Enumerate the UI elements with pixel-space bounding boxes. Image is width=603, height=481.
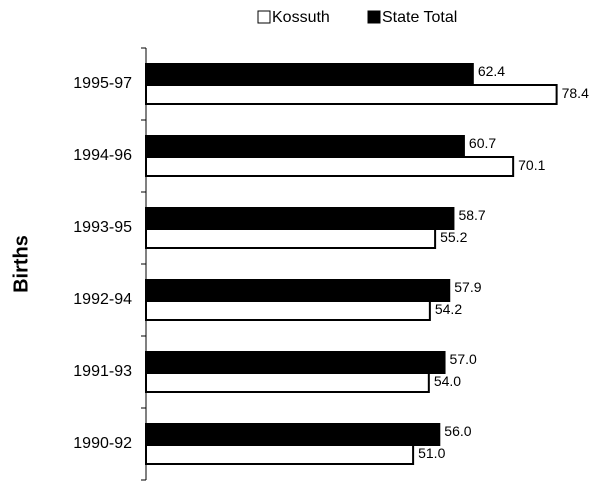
bar [145,156,515,177]
bar [145,300,431,321]
legend-swatch [367,10,381,24]
bar [145,63,474,86]
data-label: 56.0 [444,423,471,439]
y-tick-label: 1992-94 [73,291,132,308]
data-label: 55.2 [440,229,467,245]
bar [145,444,415,465]
y-tick-label: 1995-97 [73,75,132,92]
data-label: 70.1 [518,157,545,173]
bar [145,84,558,105]
data-label: 54.2 [435,301,462,317]
data-label: 57.0 [450,351,477,367]
data-label: 51.0 [418,445,445,461]
y-tick-label: 1990-92 [73,435,132,452]
data-label: 62.4 [478,63,505,79]
bar [145,207,455,230]
data-label: 57.9 [454,279,481,295]
bar [145,135,465,158]
bar [145,372,430,393]
bar [145,228,437,249]
y-tick-label: 1994-96 [73,147,132,164]
bar [145,351,446,374]
data-label: 78.4 [562,85,589,101]
y-axis-label: Births [10,235,32,293]
legend-label: State Total [382,9,457,26]
bar [145,279,451,302]
legend-label: Kossuth [272,9,330,26]
y-tick-label: 1993-95 [73,219,132,236]
data-label: 58.7 [458,207,485,223]
legend-swatch [257,10,271,24]
data-label: 60.7 [469,135,496,151]
y-tick-label: 1991-93 [73,363,132,380]
data-label: 54.0 [434,373,461,389]
bar [145,423,441,446]
